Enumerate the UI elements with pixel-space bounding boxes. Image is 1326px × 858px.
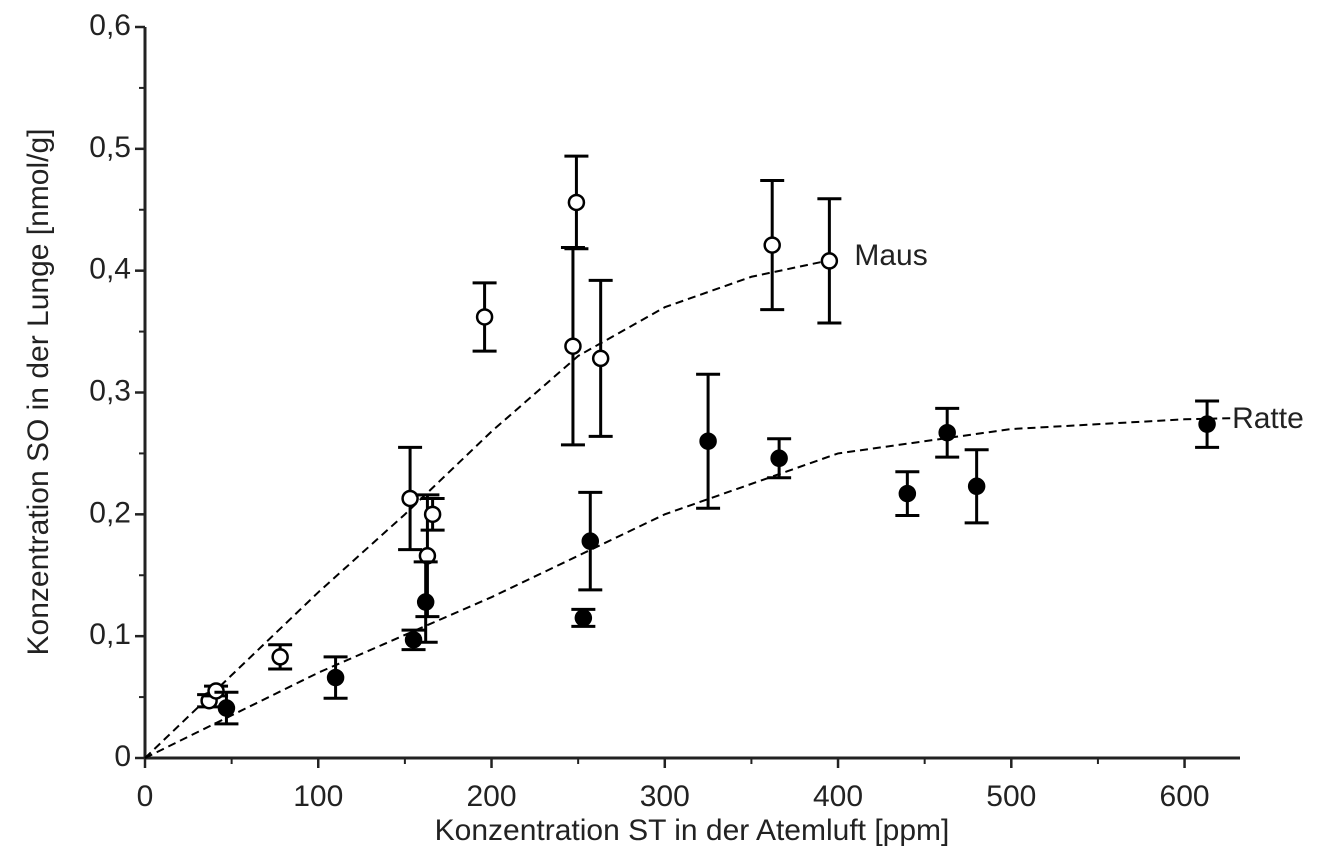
x-axis-title: Konzentration ST in der Atemluft [ppm] — [435, 814, 950, 847]
y-tick-label: 0 — [114, 740, 131, 773]
y-tick-label: 0,4 — [89, 253, 131, 286]
y-axis-title: Konzentration SO in der Lunge [nmol/g] — [22, 129, 55, 656]
data-point — [898, 484, 917, 503]
data-point — [770, 449, 788, 468]
series-label: Ratte — [1232, 402, 1304, 435]
data-point — [763, 236, 781, 254]
data-point — [217, 699, 236, 717]
data-point — [416, 593, 435, 611]
y-tick-label: 0,2 — [89, 496, 131, 529]
x-tick-label: 300 — [640, 780, 690, 813]
y-tick-label: 0,5 — [89, 131, 131, 164]
data-point — [564, 337, 582, 355]
data-point — [475, 308, 494, 326]
x-tick-label: 600 — [1160, 780, 1210, 813]
data-point — [326, 668, 345, 687]
x-tick-label: 100 — [293, 780, 343, 813]
data-point — [591, 349, 610, 368]
data-point — [401, 489, 419, 508]
data-point — [699, 432, 717, 450]
x-tick-label: 0 — [137, 780, 154, 813]
data-point — [271, 648, 289, 666]
x-tick-label: 500 — [986, 780, 1036, 813]
data-point — [938, 423, 956, 442]
data-point — [1198, 415, 1216, 433]
data-point — [404, 631, 423, 649]
y-tick-label: 0,1 — [89, 618, 131, 651]
data-point — [967, 477, 986, 496]
fit-curve — [144, 257, 839, 759]
data-point — [567, 193, 586, 212]
y-tick-label: 0,3 — [89, 374, 131, 407]
y-tick-label: 0,6 — [89, 9, 131, 42]
data-point — [820, 252, 839, 270]
x-tick-label: 400 — [813, 780, 863, 813]
fit-curve — [144, 417, 1237, 759]
data-point — [574, 609, 593, 627]
x-tick-label: 200 — [466, 780, 516, 813]
data-point — [581, 532, 600, 550]
data-point — [423, 505, 442, 524]
series-label: Maus — [854, 239, 927, 272]
